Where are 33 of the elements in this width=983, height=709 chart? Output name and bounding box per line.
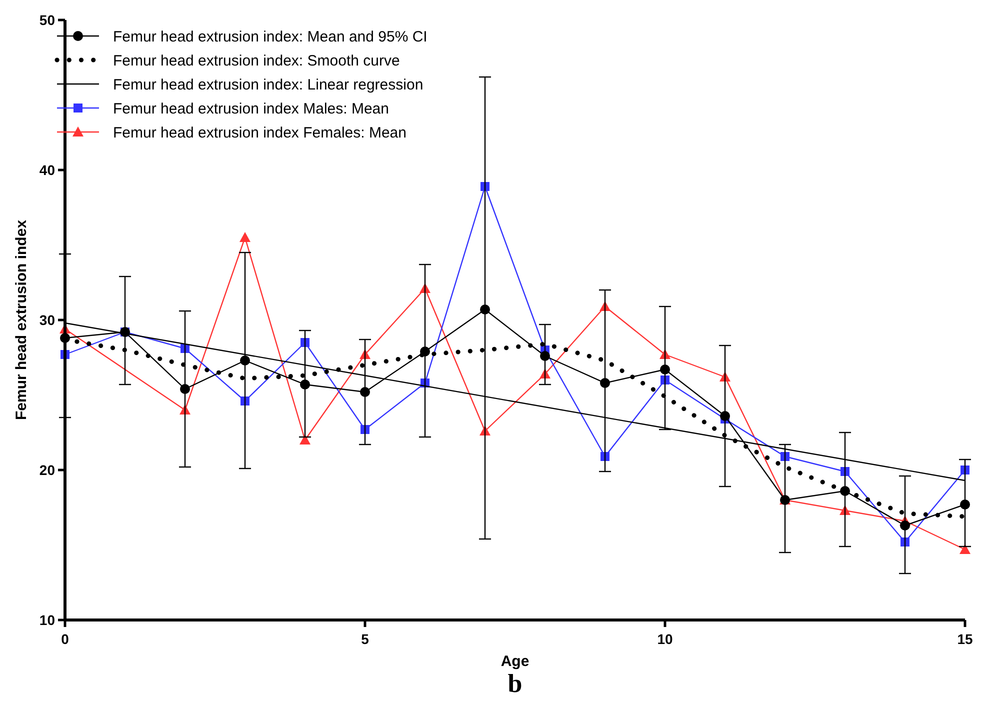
- point: [660, 364, 670, 374]
- point: [960, 544, 970, 554]
- point: [240, 356, 250, 366]
- point: [240, 232, 250, 242]
- legend-label: Femur head extrusion index Females: Mean: [113, 124, 406, 142]
- y-tick-label: 20: [39, 462, 56, 478]
- y-tick-label: 40: [39, 162, 56, 178]
- point: [540, 351, 550, 361]
- x-tick-label: 15: [957, 631, 973, 647]
- y-tick-label: 10: [39, 612, 56, 628]
- text: b: [508, 669, 522, 698]
- point: [360, 387, 370, 397]
- point: [840, 486, 850, 496]
- point: [420, 346, 430, 356]
- x-tick-label: 5: [361, 631, 370, 647]
- y-axis-title: Femur head extrusion index: [13, 219, 30, 420]
- legend-label: Femur head extrusion index: Smooth curve: [113, 52, 400, 70]
- y-tick-label: 30: [39, 312, 56, 328]
- point: [960, 500, 970, 510]
- point: [600, 378, 610, 388]
- point: [300, 380, 310, 390]
- x-tick-label: 0: [61, 631, 70, 647]
- x-tick-label: 10: [657, 631, 673, 647]
- point: [480, 304, 490, 314]
- point: [900, 520, 910, 530]
- point: [180, 384, 190, 394]
- y-tick-label: 50: [39, 12, 56, 28]
- x-axis-title: Age: [500, 653, 530, 670]
- point: [720, 411, 730, 421]
- legend-label: Femur head extrusion index: Mean and 95% CI: [113, 28, 428, 46]
- legend-label: Femur head extrusion index Males: Mean: [113, 100, 389, 118]
- point: [300, 434, 310, 444]
- legend-label: Femur head extrusion index: Linear regression: [113, 76, 424, 94]
